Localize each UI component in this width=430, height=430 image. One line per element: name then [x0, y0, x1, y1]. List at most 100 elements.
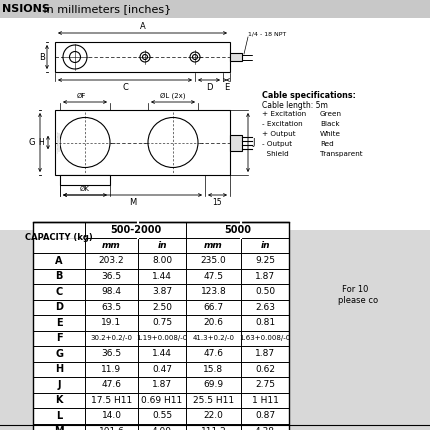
Circle shape — [63, 45, 87, 69]
Text: 15.8: 15.8 — [203, 365, 224, 374]
Text: in millimeters [inches}: in millimeters [inches} — [40, 4, 171, 14]
Text: 123.8: 123.8 — [201, 287, 226, 296]
Text: D: D — [55, 302, 63, 312]
Text: 14.0: 14.0 — [101, 411, 122, 420]
Text: 30.2+0.2/-0: 30.2+0.2/-0 — [90, 335, 132, 341]
Text: mm: mm — [204, 241, 223, 250]
Text: 500-2000: 500-2000 — [110, 225, 161, 235]
Text: 20.6: 20.6 — [203, 318, 224, 327]
Text: 19.1: 19.1 — [101, 318, 122, 327]
Text: 111.2: 111.2 — [201, 427, 226, 430]
Text: 3.87: 3.87 — [152, 287, 172, 296]
Text: 0.47: 0.47 — [152, 365, 172, 374]
Text: Red: Red — [320, 141, 334, 147]
Text: J: J — [57, 380, 61, 390]
Text: 2.50: 2.50 — [152, 303, 172, 312]
Text: 0.55: 0.55 — [152, 411, 172, 420]
Circle shape — [142, 55, 147, 59]
Text: 4.38: 4.38 — [255, 427, 275, 430]
Text: 1.44: 1.44 — [152, 349, 172, 358]
Bar — [0, 0, 430, 18]
Circle shape — [140, 52, 150, 62]
Text: M: M — [54, 426, 64, 430]
Text: K: K — [55, 395, 63, 405]
Text: L: L — [56, 411, 62, 421]
Text: 66.7: 66.7 — [203, 303, 224, 312]
Text: 2.63: 2.63 — [255, 303, 275, 312]
Text: - Output: - Output — [262, 141, 292, 147]
Text: C: C — [55, 287, 63, 297]
Circle shape — [60, 117, 110, 168]
Text: A: A — [55, 256, 63, 266]
Text: ØF: ØF — [76, 93, 86, 99]
Text: Green: Green — [320, 111, 342, 117]
Text: please co: please co — [338, 296, 378, 305]
Text: H: H — [38, 138, 44, 147]
Text: mm: mm — [102, 241, 121, 250]
Text: 203.2: 203.2 — [99, 256, 124, 265]
Text: 47.6: 47.6 — [101, 380, 122, 389]
Text: 69.9: 69.9 — [203, 380, 224, 389]
Text: E: E — [224, 83, 229, 92]
Text: 1.87: 1.87 — [255, 272, 275, 281]
Text: A: A — [140, 22, 145, 31]
Text: 1.87: 1.87 — [152, 380, 172, 389]
Bar — [60, 175, 110, 185]
Text: NSIONS: NSIONS — [2, 4, 50, 14]
Text: G: G — [55, 349, 63, 359]
Text: 1.87: 1.87 — [255, 349, 275, 358]
Bar — [57, 133, 60, 152]
Text: 0.87: 0.87 — [255, 411, 275, 420]
Text: 2.75: 2.75 — [255, 380, 275, 389]
Text: 4.00: 4.00 — [152, 427, 172, 430]
Text: F: F — [56, 333, 62, 343]
Text: J: J — [252, 138, 255, 147]
Text: - Excitation: - Excitation — [262, 121, 303, 127]
Bar — [230, 53, 242, 61]
Text: Transparent: Transparent — [320, 151, 362, 157]
Text: 47.6: 47.6 — [203, 349, 224, 358]
Text: 11.9: 11.9 — [101, 365, 122, 374]
Text: 0.75: 0.75 — [152, 318, 172, 327]
Text: 25.5 H11: 25.5 H11 — [193, 396, 234, 405]
Text: G: G — [28, 138, 35, 147]
Text: Cable specifications:: Cable specifications: — [262, 91, 356, 100]
Text: B: B — [39, 52, 45, 61]
Text: 1/4 - 18 NPT: 1/4 - 18 NPT — [248, 32, 286, 37]
Text: 8.00: 8.00 — [152, 256, 172, 265]
Circle shape — [148, 117, 198, 168]
Text: 235.0: 235.0 — [201, 256, 226, 265]
Text: + Excitation: + Excitation — [262, 111, 306, 117]
Circle shape — [190, 52, 200, 62]
Bar — [55, 110, 230, 175]
Text: For 10: For 10 — [342, 285, 369, 294]
Text: C: C — [122, 83, 128, 92]
Bar — [33, 222, 289, 430]
Text: 9.25: 9.25 — [255, 256, 275, 265]
Text: 1 H11: 1 H11 — [252, 396, 279, 405]
Text: H: H — [55, 364, 63, 374]
Text: 15: 15 — [213, 198, 222, 207]
Text: 0.62: 0.62 — [255, 365, 275, 374]
Text: 0.50: 0.50 — [255, 287, 275, 296]
Bar — [230, 135, 242, 150]
Text: 101.6: 101.6 — [98, 427, 124, 430]
Bar — [0, 18, 430, 230]
Text: D: D — [206, 83, 212, 92]
Text: 36.5: 36.5 — [101, 349, 122, 358]
Text: in: in — [157, 241, 167, 250]
Text: 47.5: 47.5 — [203, 272, 224, 281]
Text: 5000: 5000 — [224, 225, 251, 235]
Text: ØL (2x): ØL (2x) — [160, 92, 186, 99]
Text: 1.63+0.008/-0: 1.63+0.008/-0 — [240, 335, 291, 341]
Text: 0.69 H11: 0.69 H11 — [141, 396, 183, 405]
Text: in: in — [260, 241, 270, 250]
Text: CAPACITY (kg): CAPACITY (kg) — [25, 233, 93, 242]
Text: 41.3+0.2/-0: 41.3+0.2/-0 — [193, 335, 234, 341]
Text: 98.4: 98.4 — [101, 287, 122, 296]
Text: ØK: ØK — [80, 186, 90, 192]
Text: B: B — [55, 271, 63, 281]
Text: + Output: + Output — [262, 131, 296, 137]
Text: 1.44: 1.44 — [152, 272, 172, 281]
Text: M: M — [129, 198, 136, 207]
